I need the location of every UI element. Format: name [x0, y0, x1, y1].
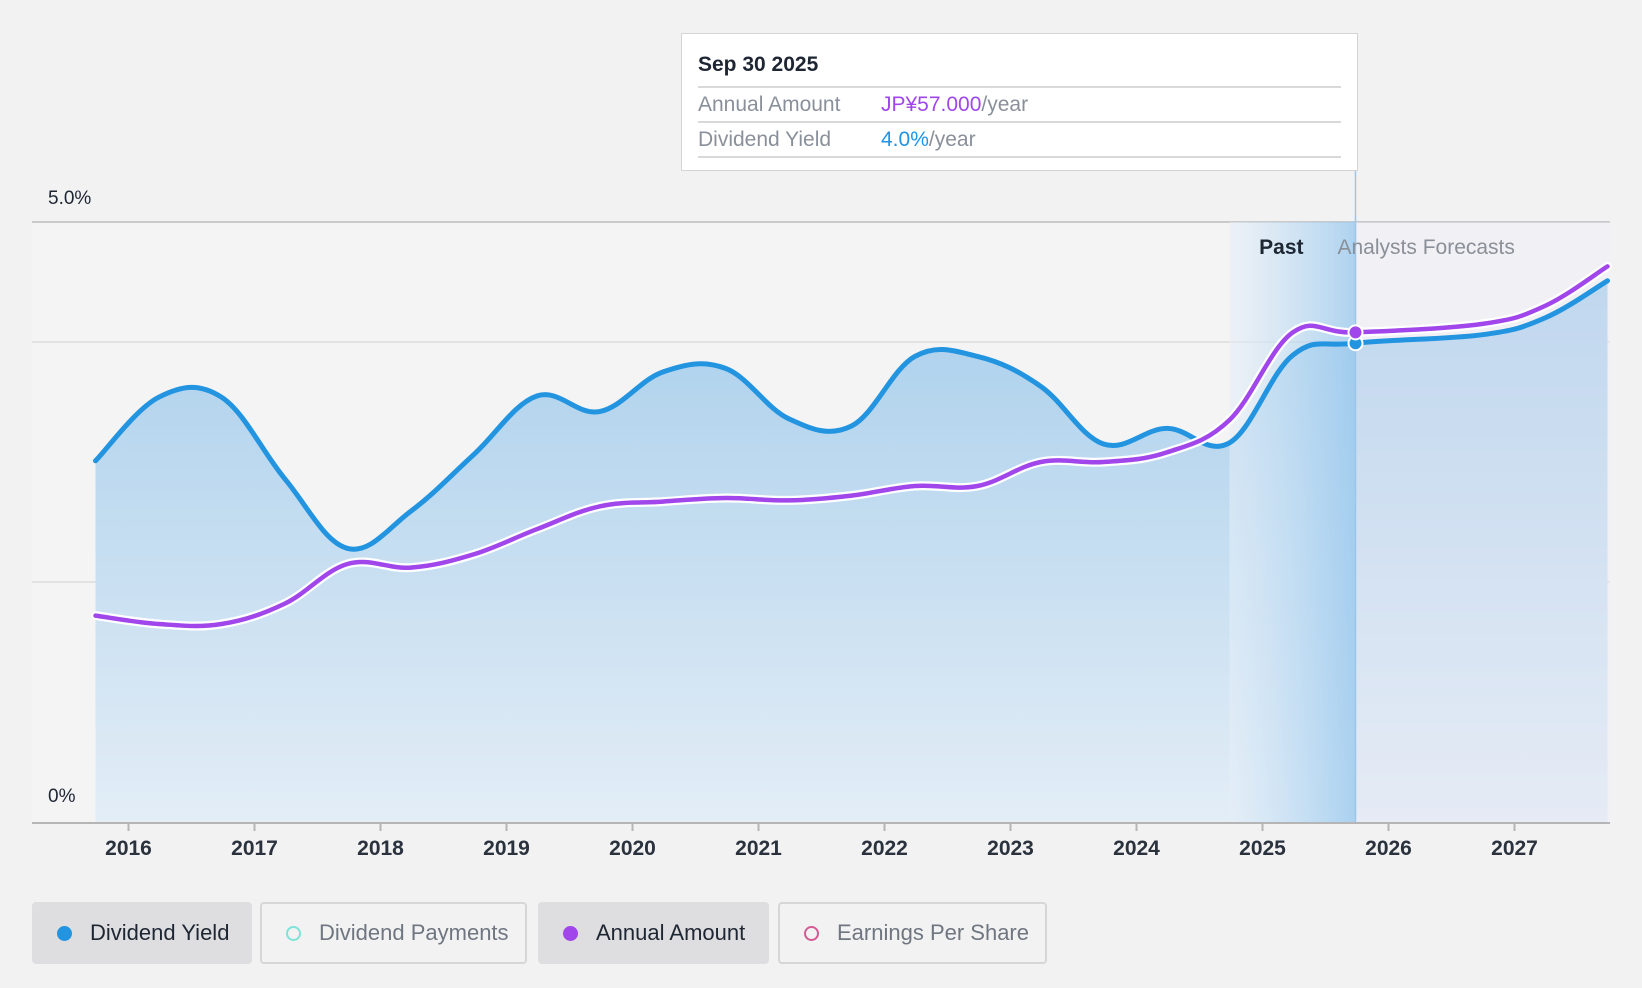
legend-label: Dividend Yield	[90, 920, 230, 945]
legend-ring-icon	[286, 925, 301, 941]
legend-annual-amount-button[interactable]: Annual Amount	[538, 902, 769, 964]
hover-tooltip: Sep 30 2025 Annual Amount JP¥57.000/year…	[681, 33, 1358, 171]
x-tick-label: 2016	[105, 837, 152, 860]
tooltip-value: 4.0%/year	[881, 123, 976, 156]
x-tick-label: 2018	[357, 837, 404, 860]
tooltip-suffix: /year	[981, 93, 1029, 116]
x-tick-label: 2026	[1365, 837, 1412, 860]
tooltip-amount-value: JP¥57.000	[881, 93, 982, 116]
past-region-highlight	[1229, 222, 1356, 822]
annual-amount-line[interactable]	[93, 264, 1610, 629]
x-tick-label: 2025	[1239, 837, 1286, 860]
legend-ring-icon	[804, 925, 819, 941]
x-axis-ticks: 2016 2017 2018 2019 2020 2021 2022 2023 2024 2025…	[105, 823, 1538, 860]
x-tick-label: 2020	[609, 837, 656, 860]
x-tick-label: 2027	[1491, 837, 1538, 860]
tooltip-value: JP¥57.000/year	[881, 88, 1028, 121]
x-tick-label: 2024	[1113, 837, 1160, 860]
tooltip-row-annual-amount: Annual Amount JP¥57.000/year	[698, 88, 1341, 123]
legend-earnings-per-share-button[interactable]: Earnings Per Share	[778, 902, 1047, 964]
tooltip-yield-value: 4.0%	[881, 128, 929, 151]
x-tick-label: 2021	[735, 837, 782, 860]
y-tick-label-top: 5.0%	[48, 188, 91, 209]
tooltip-label: Dividend Yield	[698, 128, 832, 151]
dividend-yield-line[interactable]	[93, 278, 1610, 552]
x-tick-label: 2022	[861, 837, 908, 860]
legend-label: Earnings Per Share	[837, 920, 1029, 945]
legend-label: Annual Amount	[596, 920, 746, 945]
y-tick-label-bottom: 0%	[48, 786, 76, 807]
legend-dot-icon	[57, 925, 72, 941]
legend-dividend-yield-button[interactable]: Dividend Yield	[32, 902, 252, 964]
forecast-region-label: Analysts Forecasts	[1338, 236, 1515, 259]
forecast-region-shade	[1355, 222, 1610, 822]
legend-label: Dividend Payments	[319, 920, 509, 945]
tooltip-row-dividend-yield: Dividend Yield 4.0%/year	[698, 123, 1341, 158]
x-tick-label: 2023	[987, 837, 1034, 860]
tooltip-label: Annual Amount	[698, 93, 841, 116]
x-tick-label: 2017	[231, 837, 278, 860]
x-tick-label: 2019	[483, 837, 530, 860]
legend-dot-icon	[563, 925, 578, 941]
tooltip-date: Sep 30 2025	[698, 34, 1341, 88]
tooltip-suffix: /year	[928, 128, 976, 151]
annual-amount-marker[interactable]	[1347, 324, 1364, 341]
past-region-label: Past	[1259, 236, 1303, 259]
legend-dividend-payments-button[interactable]: Dividend Payments	[260, 902, 527, 964]
